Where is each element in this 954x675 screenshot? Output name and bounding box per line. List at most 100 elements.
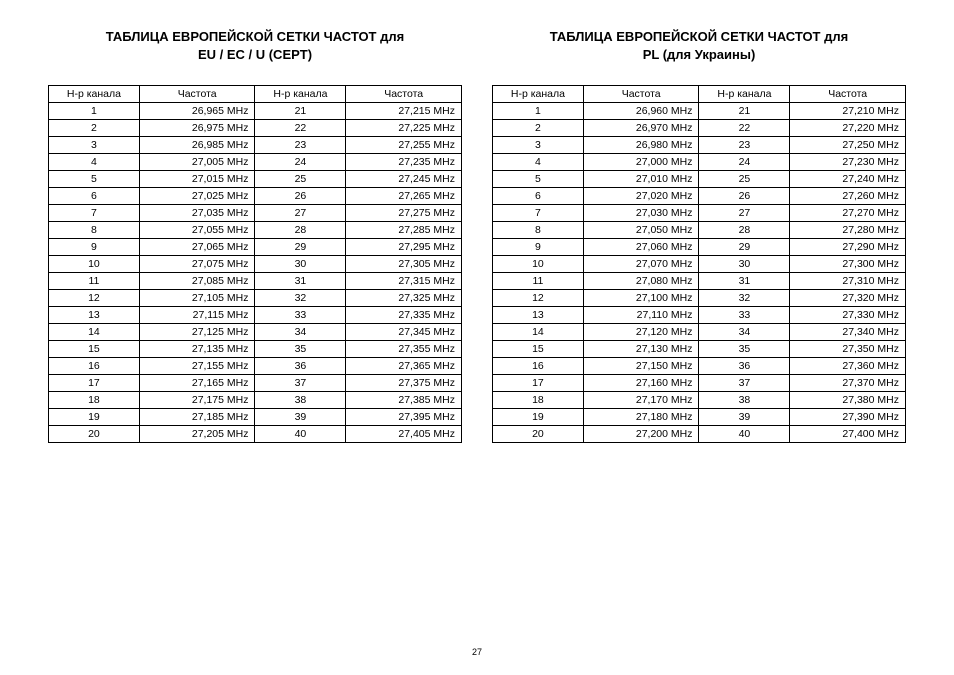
cell-channel-a: 19 bbox=[49, 409, 140, 426]
table-row: 1227,100 MHz3227,320 MHz bbox=[493, 290, 906, 307]
cell-channel-b: 38 bbox=[699, 392, 790, 409]
table-row: 627,025 MHz2627,265 MHz bbox=[49, 188, 462, 205]
page-number: 27 bbox=[0, 647, 954, 657]
table-row: 927,060 MHz2927,290 MHz bbox=[493, 239, 906, 256]
cell-frequency-b: 27,250 MHz bbox=[790, 137, 906, 154]
col-frequency-b: Частота bbox=[790, 86, 906, 103]
cell-channel-a: 2 bbox=[493, 120, 584, 137]
cell-channel-a: 12 bbox=[493, 290, 584, 307]
cell-frequency-a: 27,105 MHz bbox=[139, 290, 255, 307]
cell-channel-a: 1 bbox=[49, 103, 140, 120]
cell-channel-b: 35 bbox=[255, 341, 346, 358]
cell-frequency-b: 27,255 MHz bbox=[346, 137, 462, 154]
col-channel-a: Н-р канала bbox=[49, 86, 140, 103]
cell-channel-b: 26 bbox=[255, 188, 346, 205]
left-title: ТАБЛИЦА ЕВРОПЕЙСКОЙ СЕТКИ ЧАСТОТ для EU … bbox=[48, 28, 462, 63]
table-header-row: Н-р канала Частота Н-р канала Частота bbox=[49, 86, 462, 103]
table-header-row: Н-р канала Частота Н-р канала Частота bbox=[493, 86, 906, 103]
cell-channel-b: 36 bbox=[255, 358, 346, 375]
cell-frequency-b: 27,270 MHz bbox=[790, 205, 906, 222]
cell-channel-a: 6 bbox=[49, 188, 140, 205]
cell-channel-a: 16 bbox=[49, 358, 140, 375]
cell-channel-a: 2 bbox=[49, 120, 140, 137]
cell-frequency-a: 27,035 MHz bbox=[139, 205, 255, 222]
table-row: 326,985 MHz2327,255 MHz bbox=[49, 137, 462, 154]
cell-frequency-b: 27,265 MHz bbox=[346, 188, 462, 205]
right-column: ТАБЛИЦА ЕВРОПЕЙСКОЙ СЕТКИ ЧАСТОТ для PL … bbox=[492, 28, 906, 443]
table-row: 1427,125 MHz3427,345 MHz bbox=[49, 324, 462, 341]
right-table: Н-р канала Частота Н-р канала Частота 12… bbox=[492, 85, 906, 443]
cell-channel-a: 14 bbox=[49, 324, 140, 341]
table-row: 927,065 MHz2927,295 MHz bbox=[49, 239, 462, 256]
cell-channel-b: 33 bbox=[699, 307, 790, 324]
col-frequency-b: Частота bbox=[346, 86, 462, 103]
cell-frequency-b: 27,295 MHz bbox=[346, 239, 462, 256]
cell-channel-a: 4 bbox=[493, 154, 584, 171]
cell-frequency-b: 27,310 MHz bbox=[790, 273, 906, 290]
right-title: ТАБЛИЦА ЕВРОПЕЙСКОЙ СЕТКИ ЧАСТОТ для PL … bbox=[492, 28, 906, 63]
left-table: Н-р канала Частота Н-р канала Частота 12… bbox=[48, 85, 462, 443]
cell-frequency-a: 26,965 MHz bbox=[139, 103, 255, 120]
cell-channel-a: 3 bbox=[49, 137, 140, 154]
cell-channel-b: 21 bbox=[255, 103, 346, 120]
cell-frequency-a: 27,085 MHz bbox=[139, 273, 255, 290]
table-row: 1627,150 MHz3627,360 MHz bbox=[493, 358, 906, 375]
table-row: 1927,185 MHz3927,395 MHz bbox=[49, 409, 462, 426]
table-row: 1327,110 MHz3327,330 MHz bbox=[493, 307, 906, 324]
cell-channel-b: 32 bbox=[255, 290, 346, 307]
cell-frequency-a: 27,110 MHz bbox=[583, 307, 699, 324]
cell-frequency-b: 27,290 MHz bbox=[790, 239, 906, 256]
cell-frequency-b: 27,375 MHz bbox=[346, 375, 462, 392]
table-row: 1827,170 MHz3827,380 MHz bbox=[493, 392, 906, 409]
cell-frequency-b: 27,245 MHz bbox=[346, 171, 462, 188]
cell-channel-b: 24 bbox=[699, 154, 790, 171]
table-row: 1427,120 MHz3427,340 MHz bbox=[493, 324, 906, 341]
cell-channel-b: 22 bbox=[699, 120, 790, 137]
cell-frequency-a: 27,100 MHz bbox=[583, 290, 699, 307]
cell-channel-a: 17 bbox=[49, 375, 140, 392]
cell-channel-a: 8 bbox=[493, 222, 584, 239]
cell-channel-a: 5 bbox=[493, 171, 584, 188]
cell-channel-a: 5 bbox=[49, 171, 140, 188]
table-row: 1027,070 MHz3027,300 MHz bbox=[493, 256, 906, 273]
cell-frequency-b: 27,400 MHz bbox=[790, 426, 906, 443]
cell-frequency-b: 27,370 MHz bbox=[790, 375, 906, 392]
cell-channel-a: 7 bbox=[493, 205, 584, 222]
page: ТАБЛИЦА ЕВРОПЕЙСКОЙ СЕТКИ ЧАСТОТ для EU … bbox=[0, 0, 954, 675]
cell-frequency-a: 27,170 MHz bbox=[583, 392, 699, 409]
left-column: ТАБЛИЦА ЕВРОПЕЙСКОЙ СЕТКИ ЧАСТОТ для EU … bbox=[48, 28, 462, 443]
cell-frequency-b: 27,315 MHz bbox=[346, 273, 462, 290]
cell-channel-b: 29 bbox=[255, 239, 346, 256]
cell-frequency-a: 27,005 MHz bbox=[139, 154, 255, 171]
cell-frequency-a: 27,185 MHz bbox=[139, 409, 255, 426]
cell-channel-a: 12 bbox=[49, 290, 140, 307]
table-row: 1527,130 MHz3527,350 MHz bbox=[493, 341, 906, 358]
cell-channel-a: 20 bbox=[49, 426, 140, 443]
cell-channel-b: 37 bbox=[699, 375, 790, 392]
table-row: 1127,085 MHz3127,315 MHz bbox=[49, 273, 462, 290]
table-row: 1527,135 MHz3527,355 MHz bbox=[49, 341, 462, 358]
table-row: 1627,155 MHz3627,365 MHz bbox=[49, 358, 462, 375]
table-row: 1727,160 MHz3727,370 MHz bbox=[493, 375, 906, 392]
cell-frequency-a: 27,160 MHz bbox=[583, 375, 699, 392]
cell-channel-b: 33 bbox=[255, 307, 346, 324]
cell-channel-a: 4 bbox=[49, 154, 140, 171]
table-row: 1327,115 MHz3327,335 MHz bbox=[49, 307, 462, 324]
cell-frequency-b: 27,390 MHz bbox=[790, 409, 906, 426]
cell-channel-a: 13 bbox=[493, 307, 584, 324]
col-frequency-a: Частота bbox=[139, 86, 255, 103]
cell-frequency-b: 27,215 MHz bbox=[346, 103, 462, 120]
col-channel-b: Н-р канала bbox=[255, 86, 346, 103]
cell-channel-b: 31 bbox=[699, 273, 790, 290]
cell-frequency-b: 27,235 MHz bbox=[346, 154, 462, 171]
table-row: 1027,075 MHz3027,305 MHz bbox=[49, 256, 462, 273]
cell-frequency-a: 27,075 MHz bbox=[139, 256, 255, 273]
cell-channel-b: 27 bbox=[699, 205, 790, 222]
cell-channel-a: 20 bbox=[493, 426, 584, 443]
cell-frequency-a: 27,165 MHz bbox=[139, 375, 255, 392]
cell-frequency-a: 26,980 MHz bbox=[583, 137, 699, 154]
cell-frequency-a: 27,125 MHz bbox=[139, 324, 255, 341]
cell-channel-b: 36 bbox=[699, 358, 790, 375]
cell-channel-a: 18 bbox=[49, 392, 140, 409]
table-row: 226,970 MHz2227,220 MHz bbox=[493, 120, 906, 137]
